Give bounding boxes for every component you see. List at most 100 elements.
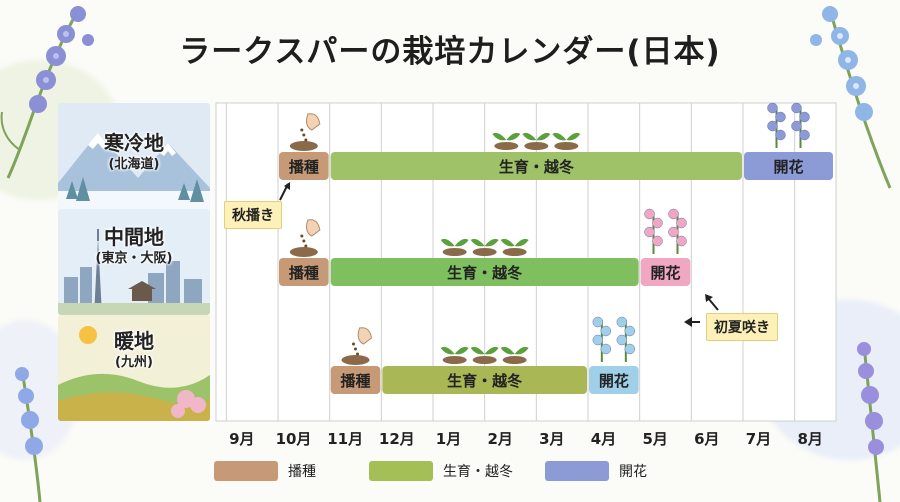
task-bar xyxy=(640,258,691,286)
task-bar-label: 生育・越冬 xyxy=(499,158,574,176)
seedling-icon xyxy=(552,132,581,141)
seedling-icon xyxy=(470,238,499,247)
warm-hills-illustration xyxy=(58,315,210,421)
flower-icon xyxy=(652,235,663,247)
flower-icon xyxy=(676,217,687,229)
flower-icon xyxy=(668,208,679,220)
region-panel-warm: 暖地 (九州) xyxy=(58,315,210,421)
seedling-icon xyxy=(500,346,529,355)
legend-swatch-growing xyxy=(369,461,433,481)
soil-mound xyxy=(442,356,467,364)
region-name: 寒冷地 xyxy=(104,131,164,155)
flower-icon xyxy=(799,111,810,123)
snowy-mountain-illustration xyxy=(58,103,210,209)
callout-arrowhead xyxy=(705,294,713,302)
soil-mound xyxy=(289,141,318,151)
flower-icon xyxy=(600,343,612,355)
seedling-icon xyxy=(522,132,551,141)
task-bar xyxy=(330,366,381,394)
flower-decoration-bottom-left xyxy=(15,367,43,502)
x-tick-label: 8月 xyxy=(797,430,822,448)
flower-icon xyxy=(652,217,663,229)
seed-icon xyxy=(352,342,355,346)
soil-mound xyxy=(554,142,579,150)
x-tick-label: 10月 xyxy=(276,430,312,448)
soil-mound xyxy=(442,248,467,256)
x-tick-label: 4月 xyxy=(591,430,616,448)
seedling-icon xyxy=(470,346,499,355)
hand-sowing-icon xyxy=(306,113,321,131)
x-tick-label: 11月 xyxy=(327,430,363,448)
soil-mound xyxy=(502,248,527,256)
flower-icon xyxy=(592,316,604,328)
task-bar xyxy=(382,366,587,394)
task-bar-label: 播種 xyxy=(340,372,370,390)
seed-icon xyxy=(302,239,306,243)
soil-mound xyxy=(524,142,549,150)
seedling-icon xyxy=(500,238,529,247)
flower-icon xyxy=(592,334,604,346)
region-sub: (東京・大阪) xyxy=(95,251,173,266)
flower-icon xyxy=(775,111,786,123)
hand-sowing-icon xyxy=(306,219,321,237)
flower-icon xyxy=(668,226,679,238)
city-skyline-illustration xyxy=(58,209,210,315)
x-tick-label: 3月 xyxy=(539,430,564,448)
seed-icon xyxy=(300,128,304,132)
region-sub: (北海道) xyxy=(108,157,160,172)
task-bar xyxy=(744,152,833,180)
flower-decoration-top-left xyxy=(0,6,94,179)
task-bar-label: 開花 xyxy=(773,158,803,176)
task-bar-label: 播種 xyxy=(289,264,319,282)
flower-icon xyxy=(616,334,628,346)
seed-icon xyxy=(354,347,357,351)
flower-icon xyxy=(767,120,778,132)
callout-arrow xyxy=(707,297,719,311)
legend-swatch-flowering xyxy=(545,461,609,481)
soil-mound xyxy=(472,248,497,256)
flower-icon xyxy=(775,129,786,141)
flower-decoration-bottom-right xyxy=(857,342,884,502)
callout-autumn-sowing: 秋播き xyxy=(224,201,282,229)
seedling-icon xyxy=(440,346,469,355)
flower-decoration-top-right xyxy=(810,6,892,189)
task-bar-label: 開花 xyxy=(650,264,680,282)
task-bar xyxy=(330,152,742,180)
flower-icon xyxy=(676,235,687,247)
region-sub: (九州) xyxy=(115,355,153,370)
region-name: 中間地 xyxy=(104,225,164,249)
x-tick-label: 7月 xyxy=(746,430,771,448)
x-tick-label: 2月 xyxy=(487,430,512,448)
flower-icon xyxy=(616,316,628,328)
task-bar xyxy=(330,258,639,286)
task-bar xyxy=(279,152,329,180)
flower-icon xyxy=(644,208,655,220)
x-tick-label: 9月 xyxy=(229,430,254,448)
soil-mound xyxy=(494,142,519,150)
flower-icon xyxy=(644,226,655,238)
seed-icon xyxy=(302,133,306,137)
seed-icon xyxy=(304,244,308,248)
flower-icon xyxy=(791,102,802,114)
seed-icon xyxy=(300,234,304,238)
seedling-icon xyxy=(492,132,521,141)
soil-mound xyxy=(341,355,370,365)
task-bar xyxy=(589,366,639,394)
x-tick-label: 1月 xyxy=(436,430,461,448)
page-title: ラークスパーの栽培カレンダー(日本) xyxy=(179,34,721,70)
task-bar-label: 生育・越冬 xyxy=(447,372,522,390)
seedling-icon xyxy=(440,238,469,247)
region-name: 暖地 xyxy=(114,329,154,353)
soil-mound xyxy=(502,356,527,364)
x-tick-label: 6月 xyxy=(694,430,719,448)
soil-mound xyxy=(289,247,318,257)
seed-icon xyxy=(356,352,359,356)
legend-label-sowing: 播種 xyxy=(288,464,316,480)
flower-icon xyxy=(799,129,810,141)
task-bar-label: 生育・越冬 xyxy=(447,264,522,282)
callout-arrowhead xyxy=(684,317,692,327)
flower-icon xyxy=(600,325,612,337)
hand-sowing-icon xyxy=(357,327,373,345)
legend-label-flowering: 開花 xyxy=(619,464,647,480)
callout-early-summer: 初夏咲き xyxy=(706,313,778,341)
